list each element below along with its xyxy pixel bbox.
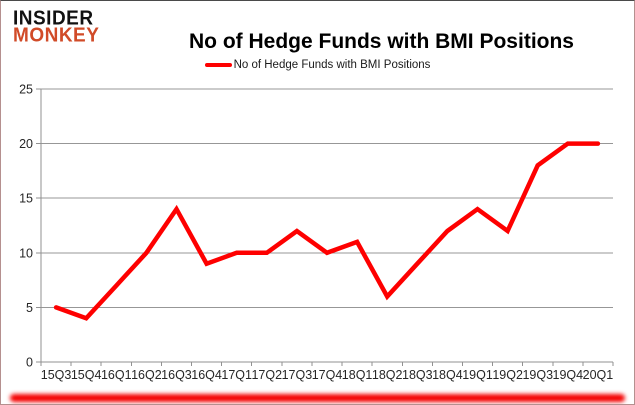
y-tick-label: 20 xyxy=(19,137,33,151)
x-tick-label: 18Q4 xyxy=(432,368,463,382)
x-tick-label: 16Q1 xyxy=(101,368,132,382)
chart-title: No of Hedge Funds with BMI Positions xyxy=(189,30,574,54)
x-tick-label: 19Q4 xyxy=(553,368,584,382)
insider-monkey-logo: INSIDER MONKEY xyxy=(13,7,100,47)
x-tick-label: 19Q2 xyxy=(492,368,523,382)
chart-legend: No of Hedge Funds with BMI Positions xyxy=(1,59,634,71)
x-tick-label: 16Q2 xyxy=(131,368,162,382)
legend-line-swatch xyxy=(204,63,232,67)
bottom-red-shadow xyxy=(10,394,625,402)
x-tick-label: 20Q1 xyxy=(583,368,614,382)
y-tick-label: 25 xyxy=(19,83,33,97)
y-tick-label: 15 xyxy=(19,192,33,206)
x-tick-label: 17Q1 xyxy=(221,368,252,382)
y-tick-label: 10 xyxy=(19,246,33,260)
y-tick-label: 5 xyxy=(26,301,33,315)
y-tick-label: 0 xyxy=(26,356,33,370)
x-tick-label: 17Q4 xyxy=(312,368,343,382)
x-tick-label: 18Q3 xyxy=(402,368,433,382)
x-tick-label: 19Q1 xyxy=(462,368,493,382)
x-tick-label: 19Q3 xyxy=(522,368,553,382)
x-tick-label: 15Q3 xyxy=(41,368,72,382)
x-tick-label: 17Q3 xyxy=(282,368,313,382)
axes xyxy=(36,88,614,366)
x-tick-label: 18Q2 xyxy=(372,368,403,382)
logo-line-insider: INSIDER xyxy=(13,7,94,30)
legend-label: No of Hedge Funds with BMI Positions xyxy=(233,59,431,71)
x-tick-label: 15Q4 xyxy=(71,368,102,382)
x-tick-label: 18Q1 xyxy=(342,368,373,382)
x-tick-label: 17Q2 xyxy=(251,368,282,382)
x-tick-label: 16Q3 xyxy=(161,368,192,382)
logo-line-monkey: MONKEY xyxy=(13,24,100,47)
series-line xyxy=(53,141,601,321)
x-tick-label: 16Q4 xyxy=(191,368,222,382)
